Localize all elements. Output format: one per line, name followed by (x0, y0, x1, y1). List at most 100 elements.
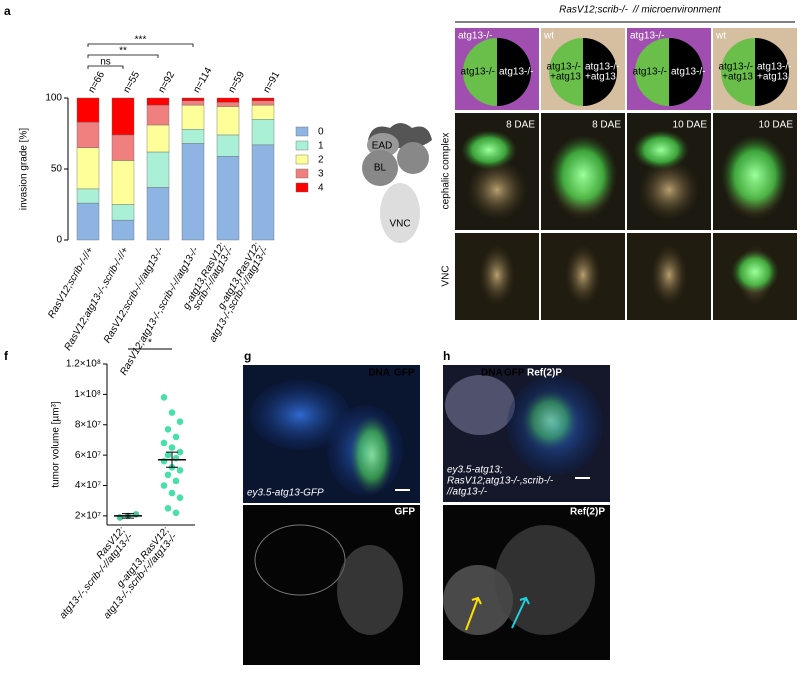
tissue-h (445, 375, 515, 435)
arrow-cyan (511, 596, 530, 629)
clone-right (669, 38, 703, 106)
point (116, 514, 124, 521)
label-line: //atg13-/- (446, 487, 488, 498)
bl-right (397, 142, 429, 174)
bar-segment (111, 219, 135, 241)
bar-segment (146, 97, 170, 106)
bar-segment (181, 129, 205, 144)
diagram-label: VNC (389, 219, 410, 230)
stain-gfp: GFP (504, 368, 525, 379)
label-line: atg13-/- (719, 62, 753, 73)
stain-gfp: GFP (394, 368, 415, 379)
bottom-label: GFP (394, 507, 415, 518)
label-line: atg13-/- (499, 67, 533, 78)
significance-label: * (148, 338, 152, 349)
significance-bracket (87, 54, 159, 58)
gfp-signal (549, 135, 617, 215)
tissue (639, 160, 699, 220)
n-label: n=114 (191, 65, 214, 95)
bar-segment (146, 151, 170, 188)
clone-right (497, 38, 531, 106)
point (132, 511, 140, 518)
label-line: atg13-/- (547, 62, 581, 73)
vnc-tissue (565, 245, 601, 305)
category-label: RasV12;scrib-/-//atg13-/- (102, 245, 166, 345)
point (168, 444, 176, 451)
error-bar (122, 513, 134, 519)
label-line: RasV12;atg13-/-,scrib-/- (447, 476, 554, 487)
clone-right (755, 38, 789, 106)
bar-segment (251, 144, 275, 241)
label-line: +atg13 (550, 72, 581, 83)
gfp-g (350, 415, 394, 495)
point (168, 409, 176, 416)
panel-label: f (4, 349, 9, 363)
tissue-g4 (337, 545, 403, 635)
vnc-tissue (651, 245, 687, 305)
gfp-signal (461, 130, 517, 170)
bottom-label: Ref(2)P (570, 507, 605, 518)
legend-label: 1 (318, 141, 324, 152)
legend-swatch (295, 154, 309, 165)
genotype-tag: wt (715, 31, 726, 42)
significance-label: *** (135, 35, 147, 46)
bl-left (362, 150, 398, 186)
panel-label: a (4, 4, 11, 18)
point (164, 504, 172, 512)
gfp-signal (633, 130, 689, 170)
point (176, 494, 184, 501)
gfp-signal (721, 135, 789, 215)
y-tick-label: 8×10⁷ (75, 419, 102, 430)
y-axis-label: invasion grade [%] (19, 128, 30, 210)
n-label: n=66 (86, 69, 107, 94)
time-label: 8 DAE (506, 120, 535, 131)
time-label: 10 DAE (673, 120, 708, 131)
y-tick-label: 2×10⁷ (75, 511, 102, 522)
stain-dna: DNA (368, 368, 390, 379)
point (164, 426, 172, 433)
bar-segment (76, 147, 100, 190)
point (172, 433, 180, 441)
n-label: n=59 (226, 69, 247, 94)
point (172, 509, 180, 517)
label-line: atg13-/- (461, 67, 495, 78)
panel-label: g (244, 349, 251, 363)
gfp-h (522, 390, 578, 450)
bar-segment (251, 97, 275, 102)
genotype-tag: wt (543, 31, 554, 42)
label-line: atg13-/- (633, 67, 667, 78)
clone-left (463, 38, 497, 106)
clone-left (721, 38, 755, 106)
label-line: +atg13 (722, 72, 753, 83)
bar-segment (111, 97, 135, 136)
tissue-h4 (495, 525, 595, 635)
legend-swatch (295, 126, 309, 137)
bar-segment (76, 202, 100, 241)
point (160, 482, 168, 489)
y-tick-label: 6×10⁷ (75, 450, 102, 461)
y-tick-label: 1×10⁸ (74, 389, 101, 400)
point (160, 439, 168, 447)
diagram-label: BL (374, 163, 387, 174)
clone-left (549, 38, 583, 106)
caption: ey3.5-atg13-GFP (247, 488, 324, 499)
n-label: n=92 (156, 69, 177, 94)
bar-segment (251, 119, 275, 146)
bar-segment (216, 134, 240, 157)
bar-segment (111, 160, 135, 205)
stain-dna: DNA (481, 368, 503, 379)
label-line: +atg13 (757, 72, 788, 83)
point (176, 418, 184, 426)
label-line: RasV12;scrib-/-//atg13-/- (102, 245, 166, 345)
vnc-tissue (479, 245, 515, 305)
n-label: n=91 (261, 69, 282, 94)
title-genotype: RasV12;scrib-/- (559, 5, 629, 16)
point (160, 394, 168, 401)
label-line: +atg13 (585, 72, 616, 83)
category-label: RasV12;atg13-/-,scrib-/-//+ (63, 245, 131, 352)
label-line: atg13-/- (585, 62, 619, 73)
bar-segment (111, 134, 135, 161)
bar-segment (181, 104, 205, 130)
arrow-yellow (465, 596, 482, 631)
tissue-g (250, 380, 350, 450)
